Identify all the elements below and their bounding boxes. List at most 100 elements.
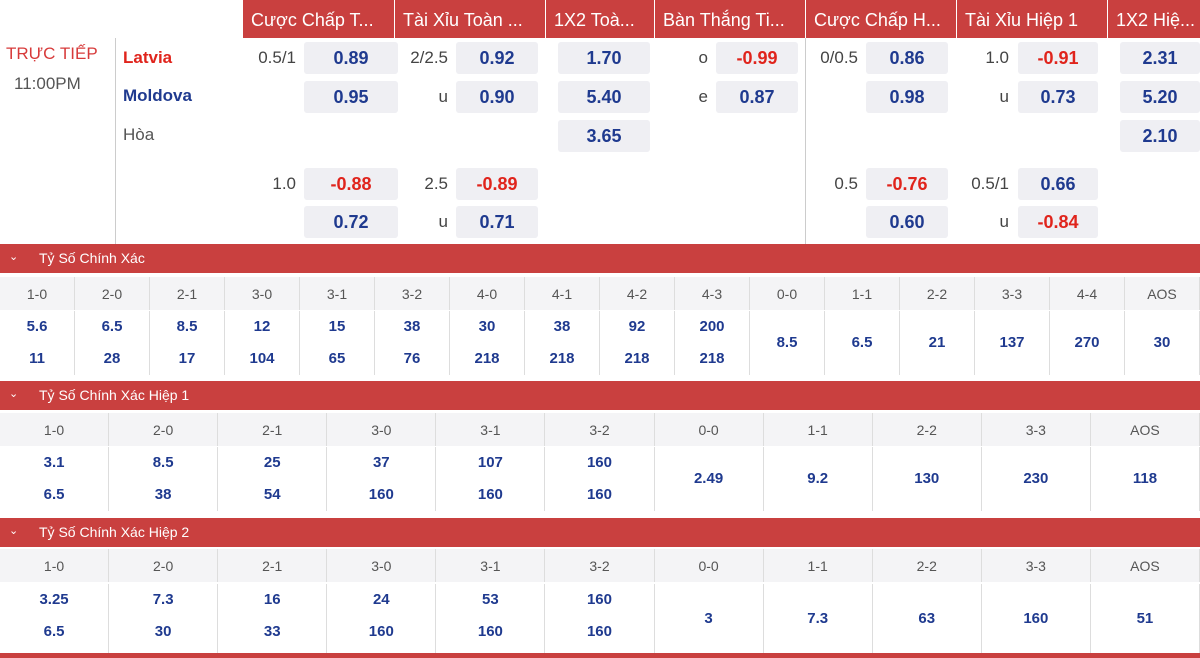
odds-button[interactable]: 0.60 bbox=[866, 206, 948, 238]
score-odds-cell[interactable]: 160 160 bbox=[545, 584, 655, 653]
score-odds-value[interactable]: 8.5 bbox=[152, 454, 174, 471]
score-odds-cell[interactable]: 37 160 bbox=[327, 447, 437, 511]
score-odds-cell[interactable]: 270 bbox=[1050, 311, 1125, 375]
score-odds-value[interactable]: 54 bbox=[263, 486, 281, 503]
score-odds-value[interactable]: 17 bbox=[178, 350, 196, 367]
score-odds-value[interactable]: 92 bbox=[628, 318, 646, 335]
score-odds-cell[interactable]: 12 104 bbox=[225, 311, 300, 375]
score-odds-cell[interactable]: 9.2 bbox=[764, 447, 873, 511]
score-odds-value[interactable]: 160 bbox=[586, 591, 612, 608]
score-odds-value[interactable]: 28 bbox=[103, 350, 121, 367]
score-odds-value[interactable]: 160 bbox=[477, 623, 503, 640]
odds-button[interactable]: 3.65 bbox=[558, 120, 650, 152]
score-odds-cell[interactable]: 7.3 bbox=[764, 584, 873, 653]
odds-button[interactable]: 0.73 bbox=[1018, 81, 1098, 113]
score-odds-value[interactable]: 24 bbox=[372, 591, 390, 608]
score-odds-cell[interactable]: 130 bbox=[873, 447, 982, 511]
score-odds-cell[interactable]: 24 160 bbox=[327, 584, 437, 653]
score-odds-value[interactable]: 3.25 bbox=[39, 591, 69, 608]
score-odds-value[interactable]: 160 bbox=[586, 454, 612, 471]
odds-button[interactable]: -0.99 bbox=[716, 42, 798, 74]
score-odds-cell[interactable]: 8.5 bbox=[750, 311, 825, 375]
score-odds-value[interactable]: 51 bbox=[1136, 610, 1154, 627]
odds-button[interactable]: 0.89 bbox=[304, 42, 398, 74]
score-odds-value[interactable]: 137 bbox=[999, 334, 1025, 351]
odds-button[interactable]: 0.71 bbox=[456, 206, 538, 238]
score-odds-value[interactable]: 230 bbox=[1023, 470, 1049, 487]
score-odds-cell[interactable]: 3 bbox=[655, 584, 764, 653]
score-odds-value[interactable]: 8.5 bbox=[776, 334, 798, 351]
odds-button[interactable]: 5.20 bbox=[1120, 81, 1200, 113]
odds-button[interactable]: -0.89 bbox=[456, 168, 538, 200]
score-odds-value[interactable]: 160 bbox=[368, 486, 394, 503]
score-odds-value[interactable]: 218 bbox=[624, 350, 650, 367]
score-odds-cell[interactable]: 160 160 bbox=[545, 447, 655, 511]
score-odds-value[interactable]: 160 bbox=[477, 486, 503, 503]
score-odds-value[interactable]: 7.3 bbox=[152, 591, 174, 608]
score-odds-value[interactable]: 65 bbox=[328, 350, 346, 367]
score-odds-value[interactable]: 107 bbox=[477, 454, 503, 471]
tab-handicap-ft[interactable]: Cược Chấp T... bbox=[243, 0, 394, 38]
odds-button[interactable]: 5.40 bbox=[558, 81, 650, 113]
section-header-correct-score-h2[interactable]: ⌄ Tỷ Số Chính Xác Hiệp 2 bbox=[0, 518, 1200, 547]
score-odds-value[interactable]: 38 bbox=[553, 318, 571, 335]
score-odds-value[interactable]: 30 bbox=[154, 623, 172, 640]
score-odds-cell[interactable]: 21 bbox=[900, 311, 975, 375]
odds-button[interactable]: -0.88 bbox=[304, 168, 398, 200]
score-odds-cell[interactable]: 6.5 bbox=[825, 311, 900, 375]
score-odds-value[interactable]: 218 bbox=[474, 350, 500, 367]
score-odds-value[interactable]: 6.5 bbox=[101, 318, 123, 335]
score-odds-value[interactable]: 160 bbox=[1023, 610, 1049, 627]
score-odds-value[interactable]: 76 bbox=[403, 350, 421, 367]
score-odds-cell[interactable]: 7.3 30 bbox=[109, 584, 219, 653]
tab-handicap-h1[interactable]: Cược Chấp H... bbox=[806, 0, 956, 38]
score-odds-value[interactable]: 200 bbox=[699, 318, 725, 335]
score-odds-cell[interactable]: 25 54 bbox=[218, 447, 328, 511]
odds-button[interactable]: 0.95 bbox=[304, 81, 398, 113]
score-odds-value[interactable]: 38 bbox=[403, 318, 421, 335]
score-odds-cell[interactable]: 6.5 28 bbox=[75, 311, 150, 375]
score-odds-cell[interactable]: 2.49 bbox=[655, 447, 764, 511]
score-odds-value[interactable]: 218 bbox=[699, 350, 725, 367]
score-odds-value[interactable]: 15 bbox=[328, 318, 346, 335]
score-odds-cell[interactable]: 16 33 bbox=[218, 584, 328, 653]
section-header-correct-score[interactable]: ⌄ Tỷ Số Chính Xác bbox=[0, 244, 1200, 273]
score-odds-value[interactable]: 16 bbox=[263, 591, 281, 608]
tab-1x2-ft[interactable]: 1X2 Toà... bbox=[546, 0, 654, 38]
score-odds-cell[interactable]: 160 bbox=[982, 584, 1091, 653]
odds-button[interactable]: 0.87 bbox=[716, 81, 798, 113]
odds-button[interactable]: 0.98 bbox=[866, 81, 948, 113]
odds-button[interactable]: -0.84 bbox=[1018, 206, 1098, 238]
score-odds-value[interactable]: 12 bbox=[253, 318, 271, 335]
score-odds-value[interactable]: 118 bbox=[1132, 470, 1158, 487]
score-odds-value[interactable]: 38 bbox=[154, 486, 172, 503]
score-odds-cell[interactable]: 5.6 11 bbox=[0, 311, 75, 375]
tab-over-under-h1[interactable]: Tài Xỉu Hiệp 1 bbox=[957, 0, 1107, 38]
score-odds-value[interactable]: 21 bbox=[928, 334, 946, 351]
score-odds-value[interactable]: 104 bbox=[249, 350, 275, 367]
score-odds-cell[interactable]: 3.25 6.5 bbox=[0, 584, 110, 653]
score-odds-cell[interactable]: 53 160 bbox=[436, 584, 546, 653]
score-odds-value[interactable]: 6.5 bbox=[43, 623, 65, 640]
score-odds-value[interactable]: 33 bbox=[263, 623, 281, 640]
score-odds-value[interactable]: 5.6 bbox=[26, 318, 48, 335]
score-odds-value[interactable]: 7.3 bbox=[807, 610, 829, 627]
score-odds-cell[interactable]: 8.5 38 bbox=[109, 447, 219, 511]
score-odds-cell[interactable]: 51 bbox=[1091, 584, 1200, 653]
score-odds-cell[interactable]: 38 218 bbox=[525, 311, 600, 375]
score-odds-value[interactable]: 218 bbox=[549, 350, 575, 367]
odds-button[interactable]: -0.76 bbox=[866, 168, 948, 200]
section-header-correct-score-h1[interactable]: ⌄ Tỷ Số Chính Xác Hiệp 1 bbox=[0, 381, 1200, 410]
score-odds-cell[interactable]: 30 bbox=[1125, 311, 1200, 375]
score-odds-value[interactable]: 11 bbox=[29, 350, 45, 367]
score-odds-value[interactable]: 160 bbox=[586, 623, 612, 640]
score-odds-value[interactable]: 160 bbox=[368, 623, 394, 640]
score-odds-cell[interactable]: 15 65 bbox=[300, 311, 375, 375]
score-odds-value[interactable]: 160 bbox=[586, 486, 612, 503]
odds-button[interactable]: 1.70 bbox=[558, 42, 650, 74]
score-odds-value[interactable]: 53 bbox=[482, 591, 499, 608]
odds-button[interactable]: 2.10 bbox=[1120, 120, 1200, 152]
score-odds-value[interactable]: 6.5 bbox=[43, 486, 65, 503]
score-odds-value[interactable]: 6.5 bbox=[851, 334, 873, 351]
score-odds-cell[interactable]: 38 76 bbox=[375, 311, 450, 375]
